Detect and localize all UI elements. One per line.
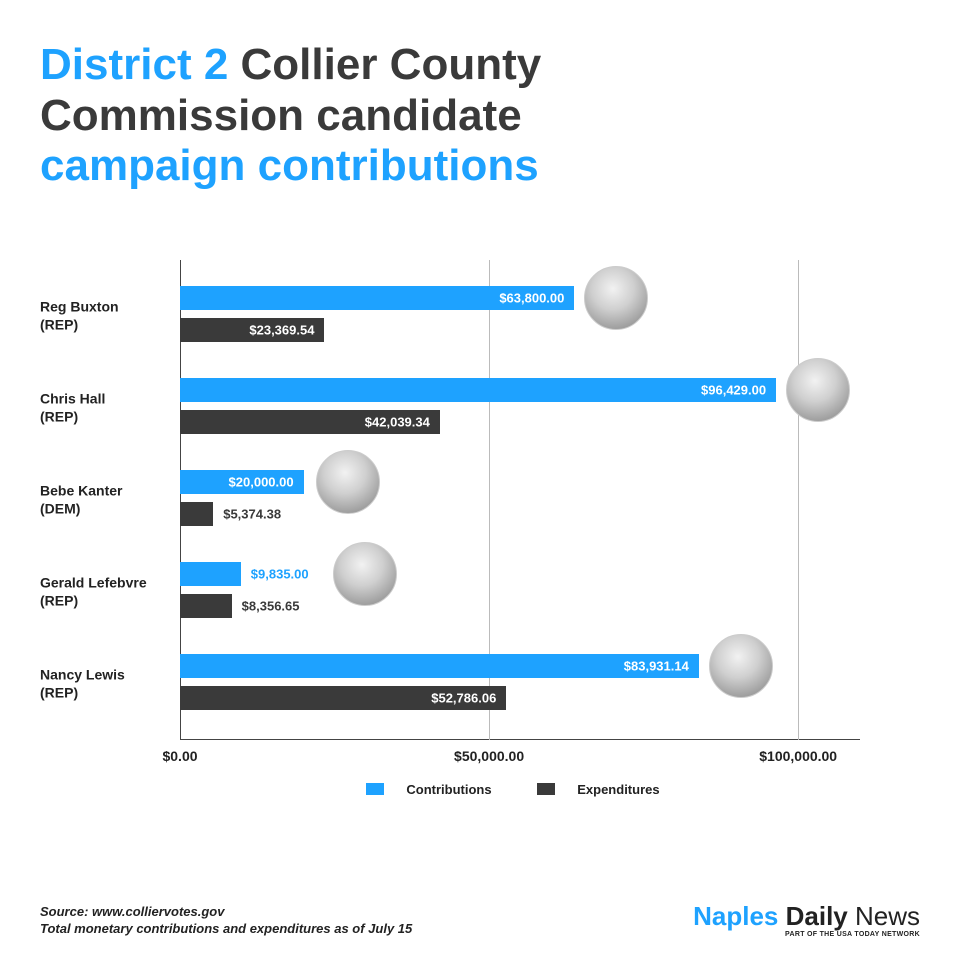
- brand-news: News: [855, 901, 920, 931]
- candidate-label: Bebe Kanter(DEM): [40, 483, 168, 518]
- x-axis: [180, 739, 860, 740]
- candidate-label: Reg Buxton(REP): [40, 299, 168, 334]
- value-contributions: $20,000.00: [229, 475, 294, 490]
- source-line1: Source: www.colliervotes.gov: [40, 903, 412, 921]
- brand-logo: Naples Daily News PART OF THE USA TODAY …: [693, 903, 920, 938]
- value-expenditures: $42,039.34: [365, 415, 430, 430]
- title-accent-1: District 2: [40, 40, 228, 89]
- legend-swatch-expenditures: [537, 783, 555, 795]
- value-contributions: $96,429.00: [701, 383, 766, 398]
- value-expenditures: $5,374.38: [223, 507, 281, 522]
- brand-daily: Daily: [778, 901, 855, 931]
- legend-label-expenditures: Expenditures: [577, 782, 659, 797]
- legend-swatch-contributions: [366, 783, 384, 795]
- value-expenditures: $23,369.54: [249, 323, 314, 338]
- bar-contributions: $20,000.00: [180, 470, 304, 494]
- candidate-label: Nancy Lewis(REP): [40, 667, 168, 702]
- value-expenditures: $52,786.06: [431, 691, 496, 706]
- brand-naples: Naples: [693, 901, 778, 931]
- title-line2: Commission candidate: [40, 91, 522, 140]
- bar-contributions: $63,800.00: [180, 286, 574, 310]
- candidate-label: Gerald Lefebvre(REP): [40, 575, 168, 610]
- source-text: Source: www.colliervotes.gov Total monet…: [40, 903, 412, 938]
- source-line2: Total monetary contributions and expendi…: [40, 920, 412, 938]
- candidate-photo: [709, 634, 773, 698]
- bar-expenditures: $5,374.38: [180, 502, 213, 526]
- bar-expenditures: $42,039.34: [180, 410, 440, 434]
- value-expenditures: $8,356.65: [242, 599, 300, 614]
- value-contributions: $63,800.00: [499, 291, 564, 306]
- legend-item-expenditures: Expenditures: [537, 782, 673, 797]
- brand-subtitle: PART OF THE USA TODAY NETWORK: [693, 931, 920, 938]
- footer: Source: www.colliervotes.gov Total monet…: [40, 903, 920, 938]
- x-tick-label: $100,000.00: [759, 748, 837, 764]
- candidate-row: Bebe Kanter(DEM)$20,000.00$5,374.38: [180, 454, 860, 546]
- title-rest-1: Collier County: [228, 40, 541, 89]
- bar-contributions: $83,931.14: [180, 654, 699, 678]
- bar-expenditures: $23,369.54: [180, 318, 324, 342]
- candidate-photo: [316, 450, 380, 514]
- bar-contributions: $96,429.00: [180, 378, 776, 402]
- title-accent-2: campaign contributions: [40, 141, 539, 190]
- candidate-photo: [584, 266, 648, 330]
- candidate-label: Chris Hall(REP): [40, 391, 168, 426]
- legend-label-contributions: Contributions: [406, 782, 491, 797]
- chart-title: District 2 Collier County Commission can…: [40, 40, 920, 192]
- chart-area: Contributions Expenditures $0.00 $50,000.…: [40, 260, 920, 840]
- candidate-photo: [786, 358, 850, 422]
- legend-item-contributions: Contributions: [366, 782, 505, 797]
- x-tick-label: $50,000.00: [454, 748, 524, 764]
- value-contributions: $83,931.14: [624, 659, 689, 674]
- x-tick-label: $0.00: [162, 748, 197, 764]
- title-block: District 2 Collier County Commission can…: [0, 0, 960, 212]
- bar-expenditures: $8,356.65: [180, 594, 232, 618]
- value-contributions: $9,835.00: [251, 567, 309, 582]
- legend: Contributions Expenditures: [180, 782, 860, 799]
- bar-contributions: $9,835.00: [180, 562, 241, 586]
- plot-region: Contributions Expenditures $0.00$50,000.…: [180, 260, 860, 740]
- candidate-row: Gerald Lefebvre(REP)$9,835.00$8,356.65: [180, 546, 860, 638]
- candidate-photo: [333, 542, 397, 606]
- candidate-row: Reg Buxton(REP)$63,800.00$23,369.54: [180, 270, 860, 362]
- candidate-row: Nancy Lewis(REP)$83,931.14$52,786.06: [180, 638, 860, 730]
- bar-expenditures: $52,786.06: [180, 686, 506, 710]
- candidate-row: Chris Hall(REP)$96,429.00$42,039.34: [180, 362, 860, 454]
